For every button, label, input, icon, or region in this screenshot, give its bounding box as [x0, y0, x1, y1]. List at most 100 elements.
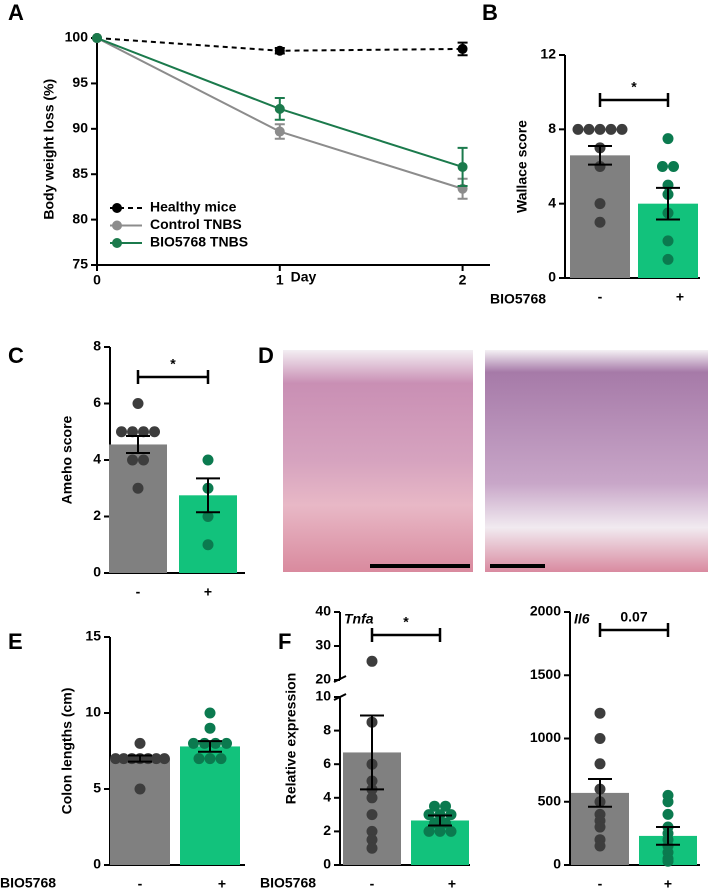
- data-point: [204, 707, 216, 719]
- data-point: [134, 737, 146, 749]
- legend-marker: [112, 238, 122, 248]
- x-tick-label: -: [136, 584, 141, 600]
- panel-label: D: [258, 343, 274, 368]
- data-point: [215, 753, 227, 765]
- data-point: [118, 753, 130, 765]
- bar: [110, 758, 170, 865]
- data-point: [127, 426, 138, 438]
- data-point: [662, 808, 674, 820]
- data-point: [210, 737, 221, 749]
- data-point: [127, 454, 138, 466]
- y-tick-label: 0: [93, 856, 101, 872]
- y-tick-label: 2: [323, 822, 331, 838]
- data-point: [434, 825, 446, 837]
- y-tick-label: 85: [72, 165, 88, 181]
- y-axis-title: Ameho score: [59, 415, 75, 504]
- y-axis-title: Colon lengths (cm): [59, 688, 75, 815]
- histology-image: [485, 350, 708, 572]
- y-tick-label: 12: [540, 46, 556, 62]
- gene-label: Il6: [574, 611, 590, 627]
- data-point: [366, 655, 378, 667]
- bar: [109, 444, 167, 573]
- error-bar: [428, 814, 452, 827]
- data-point: [605, 123, 617, 135]
- data-point: [662, 235, 674, 247]
- data-point: [657, 161, 668, 172]
- data-point: [616, 123, 628, 135]
- histology: [283, 350, 708, 572]
- data-point: [366, 842, 378, 854]
- data-point: [572, 123, 584, 135]
- data-point: [150, 753, 162, 765]
- data-point: [132, 482, 144, 494]
- y-tick-label: 80: [72, 210, 88, 226]
- data-point: [202, 454, 214, 466]
- significance-label: 0.07: [620, 609, 647, 625]
- significance-label: *: [403, 614, 409, 630]
- bar: [570, 155, 630, 278]
- significance-bracket: [598, 93, 670, 107]
- group-label: BIO5768: [490, 291, 546, 307]
- data-point: [594, 707, 606, 719]
- error-bar: [656, 826, 680, 846]
- x-tick-label: +: [676, 289, 684, 305]
- error-bar: [588, 777, 612, 808]
- data-point: [440, 800, 451, 812]
- data-point: [366, 792, 378, 804]
- data-point: [202, 511, 214, 522]
- x-tick-label: +: [204, 584, 212, 600]
- x-tick-label: +: [448, 876, 456, 892]
- data-point: [199, 737, 210, 749]
- data-point: [366, 825, 378, 837]
- y-tick-label: 1500: [530, 666, 561, 682]
- y-tick-label: 4: [323, 789, 331, 805]
- data-point: [202, 539, 214, 551]
- y-tick-label: 20: [315, 671, 331, 687]
- y-tick-label: 30: [315, 637, 331, 653]
- data-point: [583, 123, 595, 135]
- legend-label: BIO5768 TNBS: [150, 234, 248, 250]
- y-tick-label: 40: [315, 603, 331, 619]
- significance-bracket: [136, 370, 210, 384]
- data-point: [221, 737, 232, 749]
- y-tick-label: 0: [553, 856, 561, 872]
- data-point: [594, 821, 606, 833]
- error-bar: [588, 145, 612, 166]
- error-bar: [196, 477, 220, 514]
- y-axis-title: Wallace score: [514, 120, 530, 213]
- data-point: [594, 216, 606, 228]
- y-tick-label: 100: [65, 29, 89, 45]
- x-tick-label: -: [598, 876, 603, 892]
- y-tick-label: 0: [548, 269, 556, 285]
- y-tick-label: 90: [72, 120, 88, 136]
- data-point: [158, 753, 170, 765]
- x-tick-label: +: [218, 876, 226, 892]
- significance-bracket: [370, 628, 442, 642]
- histology-image: [283, 350, 473, 572]
- x-tick-label: +: [664, 876, 672, 892]
- data-point: [138, 454, 149, 466]
- data-point: [204, 753, 216, 765]
- y-tick-label: 8: [548, 120, 556, 136]
- data-point: [594, 840, 606, 852]
- y-tick-label: 10: [315, 688, 331, 704]
- y-tick-label: 95: [72, 74, 88, 90]
- panel-label: B: [482, 0, 498, 25]
- panel-label: C: [8, 343, 24, 368]
- significance-label: *: [170, 356, 176, 372]
- y-tick-label: 4: [548, 194, 556, 210]
- panel-label: F: [278, 629, 291, 654]
- x-tick-label: -: [598, 289, 603, 305]
- legend-label: Healthy mice: [150, 199, 237, 215]
- data-point: [366, 809, 378, 821]
- data-point: [594, 733, 606, 744]
- y-tick-label: 75: [72, 256, 88, 272]
- error-bar: [198, 740, 222, 753]
- data-point: [662, 796, 674, 808]
- y-tick-label: 2: [93, 507, 101, 523]
- data-point: [188, 737, 199, 749]
- marker: [274, 45, 285, 56]
- y-tick-label: 0: [323, 856, 331, 872]
- error-bar: [656, 186, 680, 221]
